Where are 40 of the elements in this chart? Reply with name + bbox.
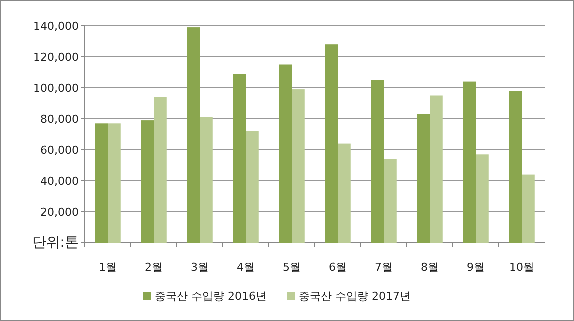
bar <box>522 174 535 243</box>
x-tick-label: 2월 <box>145 261 163 274</box>
bar <box>95 124 108 243</box>
x-tick-label: 1월 <box>99 261 117 274</box>
bar <box>154 97 167 243</box>
x-tick-label: 3월 <box>191 261 209 274</box>
x-tick-label: 4월 <box>237 261 255 274</box>
y-tick-label: 80,000 <box>40 113 79 126</box>
bar <box>187 28 200 243</box>
bar <box>338 144 351 243</box>
bar <box>476 154 489 243</box>
bar <box>463 82 476 243</box>
y-tick-label: 40,000 <box>40 175 79 188</box>
y-tick-label: 20,000 <box>40 206 79 219</box>
bar <box>325 44 338 243</box>
x-tick-label: 10월 <box>510 261 534 274</box>
bar <box>417 114 430 243</box>
bar <box>371 80 384 243</box>
legend-label: 중국산 수입량 2016년 <box>155 290 267 303</box>
bar <box>509 91 522 243</box>
y-tick-label: 단위:톤 <box>32 235 79 251</box>
x-tick-label: 8월 <box>421 261 439 274</box>
x-tick-label: 5월 <box>283 261 301 274</box>
x-tick-label: 9월 <box>467 261 485 274</box>
bar <box>279 64 292 243</box>
bar <box>292 90 305 243</box>
legend-label: 중국산 수입량 2017년 <box>299 290 411 303</box>
y-tick-label: 120,000 <box>34 51 79 64</box>
bar <box>384 159 397 243</box>
bar <box>233 74 246 243</box>
y-tick-label: 60,000 <box>40 144 79 157</box>
x-tick-label: 6월 <box>329 261 347 274</box>
x-tick-label: 7월 <box>375 261 393 274</box>
y-tick-label: 100,000 <box>34 82 79 95</box>
bar <box>108 124 121 243</box>
bar <box>200 117 213 243</box>
bar <box>430 96 443 243</box>
bar <box>246 131 259 243</box>
bar <box>141 120 154 243</box>
y-tick-label: 140,000 <box>34 20 79 33</box>
